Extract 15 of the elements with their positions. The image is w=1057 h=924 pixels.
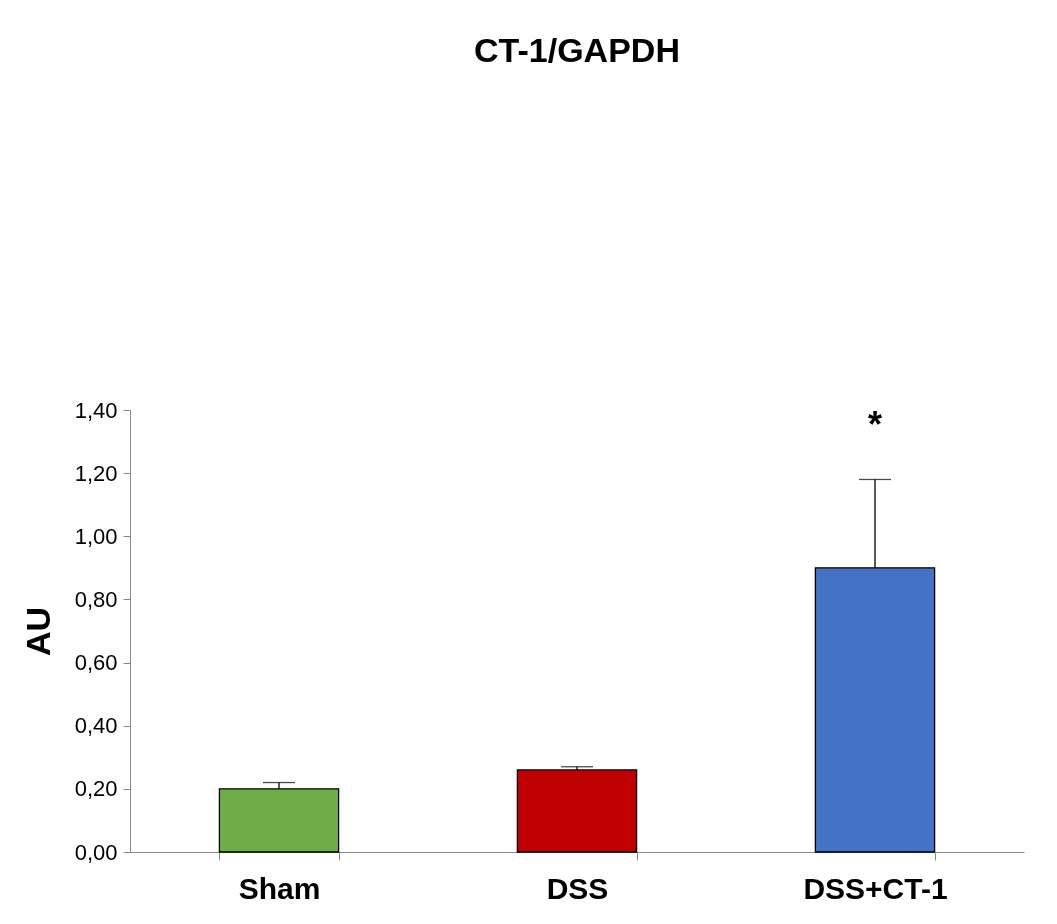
y-tick-label: 0,20 (74, 776, 118, 802)
y-tick-label: 1,40 (74, 397, 118, 423)
y-tick-label: 0,40 (74, 713, 118, 739)
annotation: * (867, 404, 883, 445)
bar (516, 769, 638, 853)
x-tick-label: DSS (546, 871, 609, 905)
x-tick-label: Sham (238, 871, 321, 905)
y-tick-label: 0,00 (74, 839, 118, 865)
y-axis-title: AU (18, 606, 57, 657)
y-tick-label: 0,60 (74, 650, 118, 676)
chart-title: CT-1/GAPDH (474, 31, 680, 69)
y-tick-label: 1,00 (74, 523, 118, 549)
x-tick-label: DSS+CT-1 (803, 871, 948, 905)
y-tick-label: 1,20 (74, 460, 118, 486)
y-tick-label: 0,80 (74, 586, 118, 612)
